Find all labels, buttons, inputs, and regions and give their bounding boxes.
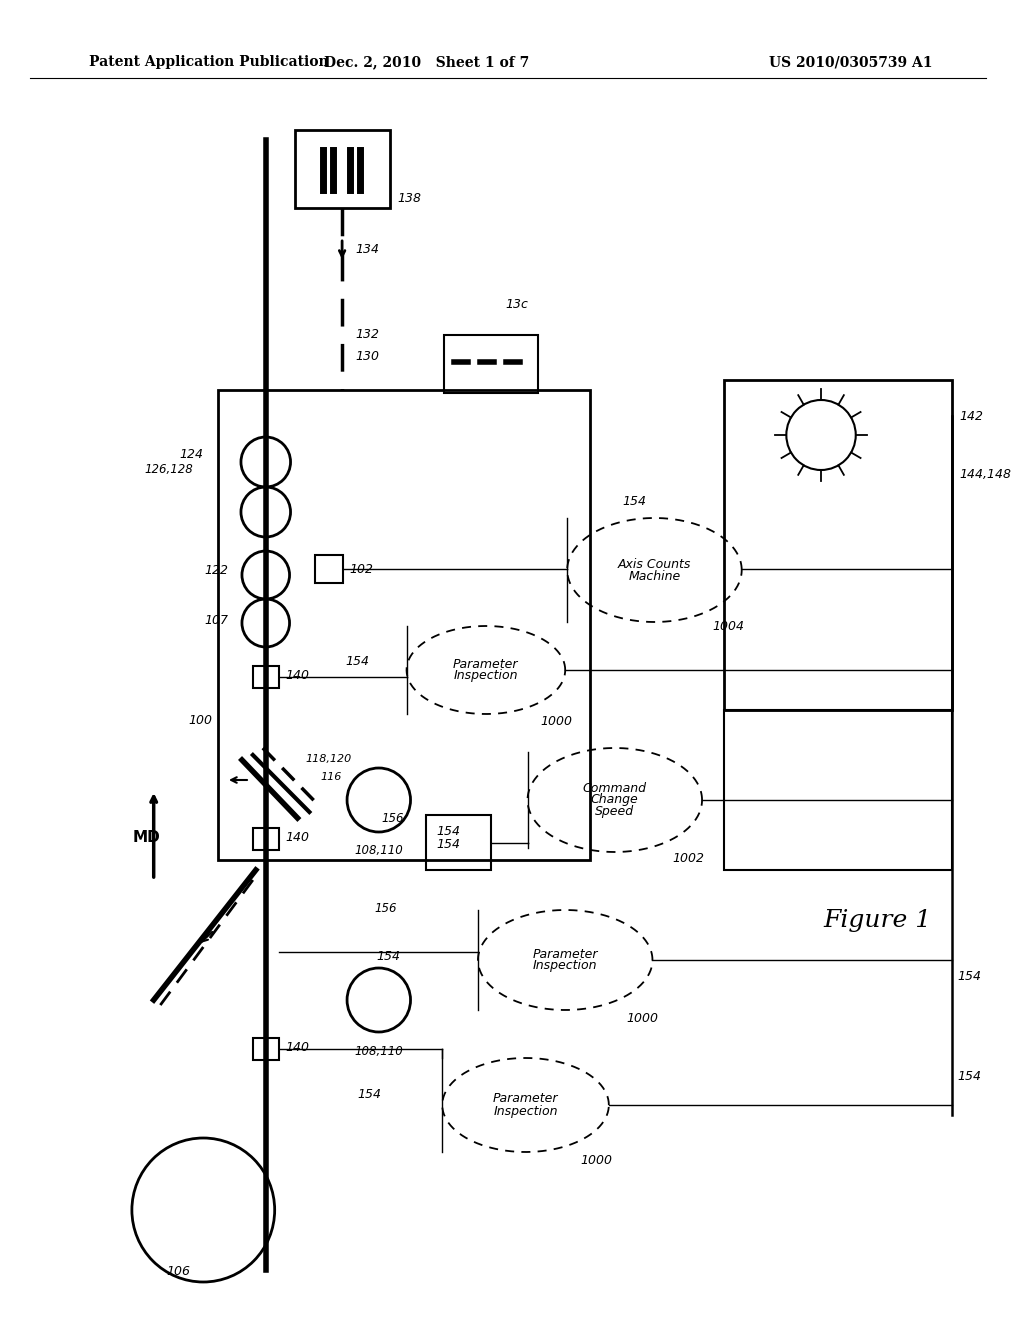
Text: 154: 154 <box>956 970 981 983</box>
Text: 122: 122 <box>204 564 228 577</box>
Text: 124: 124 <box>179 449 204 462</box>
Text: Parameter: Parameter <box>532 948 598 961</box>
Text: 142: 142 <box>959 411 984 422</box>
Text: 154: 154 <box>377 950 400 964</box>
Text: Inspection: Inspection <box>532 960 597 973</box>
Bar <box>724 380 952 710</box>
Text: Speed: Speed <box>595 805 634 818</box>
Text: 130: 130 <box>355 350 379 363</box>
Text: Figure 1: Figure 1 <box>823 908 931 932</box>
Text: MD: MD <box>133 830 161 846</box>
Text: 1000: 1000 <box>580 1154 612 1167</box>
Bar <box>253 667 279 688</box>
Text: 1000: 1000 <box>541 715 572 729</box>
Text: 1002: 1002 <box>673 851 705 865</box>
Bar <box>296 129 390 209</box>
Text: 144,148: 144,148 <box>959 469 1012 480</box>
Text: 154: 154 <box>956 1071 981 1082</box>
Text: Axis Counts: Axis Counts <box>617 557 691 570</box>
Text: 13c: 13c <box>506 298 528 312</box>
Text: Inspection: Inspection <box>494 1105 558 1118</box>
Text: Change: Change <box>591 793 639 807</box>
Text: 1000: 1000 <box>627 1012 658 1026</box>
Bar <box>315 554 343 583</box>
Bar <box>444 335 539 393</box>
Text: Dec. 2, 2010   Sheet 1 of 7: Dec. 2, 2010 Sheet 1 of 7 <box>324 55 529 69</box>
Text: 118,120: 118,120 <box>305 754 351 764</box>
Text: US 2010/0305739 A1: US 2010/0305739 A1 <box>769 55 932 69</box>
Text: Parameter: Parameter <box>493 1093 558 1106</box>
Bar <box>426 814 490 870</box>
Text: 132: 132 <box>355 327 379 341</box>
Text: 106: 106 <box>167 1265 190 1278</box>
Text: Patent Application Publication: Patent Application Publication <box>89 55 329 69</box>
Bar <box>724 710 952 870</box>
Bar <box>218 389 590 861</box>
Text: 156: 156 <box>375 902 397 915</box>
Text: 154: 154 <box>436 825 461 838</box>
Text: 154: 154 <box>345 655 369 668</box>
Text: 108,110: 108,110 <box>354 1045 403 1059</box>
Text: Inspection: Inspection <box>454 669 518 682</box>
Text: 107: 107 <box>204 614 228 627</box>
Text: 108,110: 108,110 <box>354 843 403 857</box>
Text: 154: 154 <box>357 1088 381 1101</box>
Bar <box>253 1038 279 1060</box>
Text: 134: 134 <box>355 243 379 256</box>
Text: 156: 156 <box>382 812 404 825</box>
Text: 102: 102 <box>349 564 373 576</box>
Text: 126,128: 126,128 <box>144 463 194 477</box>
Text: 154: 154 <box>623 495 647 508</box>
Text: Parameter: Parameter <box>454 657 518 671</box>
Text: 116: 116 <box>321 772 342 781</box>
Text: 1004: 1004 <box>712 620 744 634</box>
Text: 140: 140 <box>286 1041 309 1053</box>
Text: 100: 100 <box>188 714 212 726</box>
Text: 140: 140 <box>286 832 309 843</box>
Text: Command: Command <box>583 781 647 795</box>
Text: Machine: Machine <box>629 569 681 582</box>
Text: 138: 138 <box>397 191 422 205</box>
Text: 154: 154 <box>436 838 461 851</box>
Text: 140: 140 <box>286 669 309 682</box>
Bar <box>253 828 279 850</box>
